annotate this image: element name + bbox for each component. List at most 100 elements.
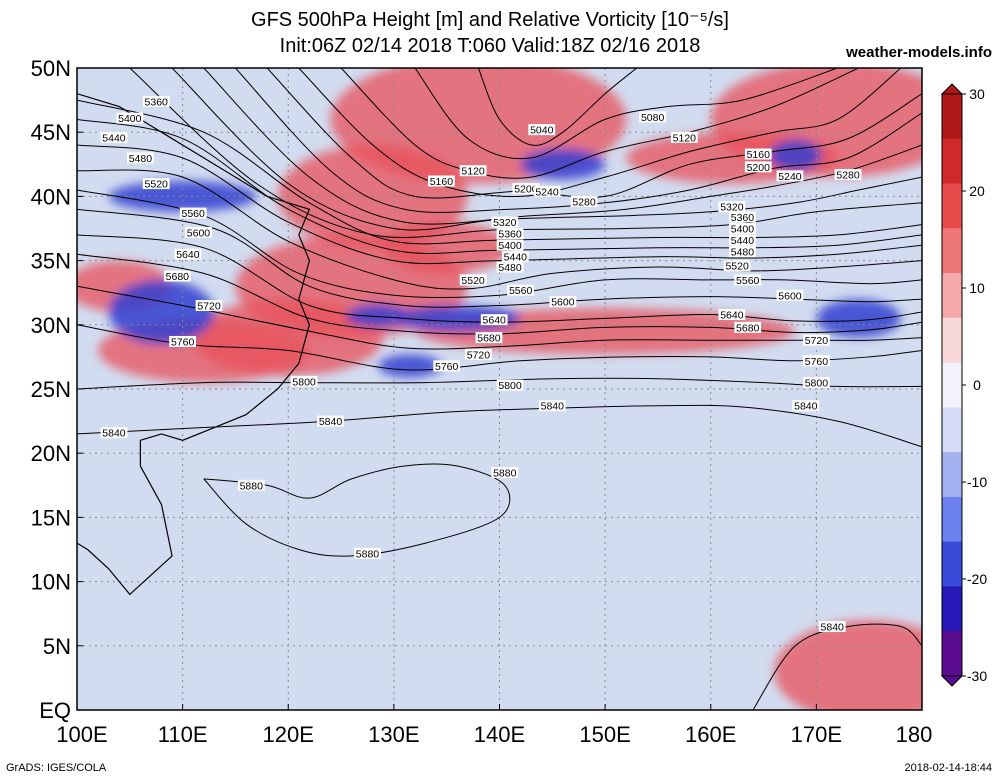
- colorbar-top-arrow: [940, 83, 964, 95]
- height-contour-5480: [77, 144, 922, 265]
- contour-label-bg: [475, 332, 503, 344]
- height-contour-5120: [340, 68, 859, 179]
- contour-label-bg: [496, 239, 524, 251]
- contour-label: 5600: [187, 227, 211, 239]
- contour-label: 5840: [794, 401, 818, 413]
- colorbar-segment: [942, 94, 962, 140]
- contour-label: 5720: [197, 301, 221, 313]
- contour-label: 5520: [461, 275, 485, 287]
- contour-label: 5840: [319, 416, 343, 428]
- contour-label: 5160: [747, 149, 771, 161]
- contour-labels: 5360540054405480552055605600564056805720…: [100, 95, 862, 634]
- colorbar-bottom-arrow: [940, 675, 964, 687]
- contour-label: 5680: [166, 271, 190, 283]
- footer-software: GrADS: IGES/COLA: [6, 762, 107, 774]
- lat-tick-label: 30N: [31, 313, 71, 338]
- colorbar-tick-label: -20: [967, 571, 987, 587]
- contour-label: 5240: [535, 186, 559, 198]
- colorbar-tick-label: 10: [969, 280, 985, 296]
- colorbar-segment: [942, 586, 962, 632]
- lon-tick-label: 180: [896, 722, 933, 747]
- contour-label-bg: [491, 216, 519, 228]
- contour-label: 5680: [477, 333, 501, 345]
- colorbar-segment: [942, 138, 962, 185]
- contour-label: 5560: [736, 275, 760, 287]
- contour-label-bg: [142, 178, 170, 190]
- contour-label-bg: [718, 309, 746, 321]
- height-contour-5880: [203, 463, 511, 557]
- contour-label-bg: [639, 111, 667, 123]
- contour-label: 5120: [673, 132, 697, 144]
- colorbar-tick-label: 30: [969, 86, 985, 102]
- site-credit[interactable]: weather-models.info: [846, 44, 992, 61]
- footer-timestamp: 2018-02-14-18:44: [904, 762, 992, 774]
- height-contour-5600: [77, 208, 922, 308]
- lat-lon-grid: [77, 68, 922, 710]
- lon-tick-label: 110E: [158, 722, 208, 747]
- contour-label-bg: [501, 251, 529, 263]
- contour-label: 5480: [731, 247, 755, 259]
- contour-label-bg: [480, 314, 508, 326]
- contour-label-bg: [744, 161, 772, 173]
- colorbar-tick-label: -30: [967, 668, 987, 684]
- contour-label: 5680: [736, 322, 760, 334]
- contour-label: 5120: [461, 166, 485, 178]
- contour-label: 5400: [498, 240, 522, 252]
- contour-label: 5720: [805, 335, 829, 347]
- contour-label: 5400: [118, 113, 142, 125]
- lat-tick-label: 20N: [31, 441, 71, 466]
- contour-label: 5280: [836, 170, 860, 182]
- contour-label-bg: [512, 183, 540, 195]
- contour-label: 5040: [530, 125, 554, 137]
- colorbar-segment: [942, 228, 962, 274]
- contour-label-bg: [802, 355, 830, 367]
- contour-label-bg: [729, 211, 756, 223]
- contour-label-bg: [776, 170, 804, 182]
- contour-label: 5640: [176, 249, 200, 261]
- contour-label: 5560: [509, 285, 533, 297]
- colorbar-segment: [942, 273, 962, 319]
- height-contour-5840: [752, 623, 922, 710]
- contour-label: 5080: [641, 112, 665, 124]
- contour-label: 5360: [731, 212, 755, 224]
- coastline: [77, 93, 311, 596]
- contour-label-bg: [802, 377, 830, 389]
- contour-label: 5560: [182, 208, 206, 220]
- contour-label: 5800: [498, 380, 522, 392]
- contour-label-bg: [433, 360, 461, 372]
- contour-label-bg: [496, 379, 524, 391]
- lon-tick-label: 120E: [263, 722, 314, 747]
- height-contour-5680: [77, 253, 922, 335]
- lat-tick-label: 10N: [31, 570, 71, 595]
- chart-title: GFS 500hPa Height [m] and Relative Vorti…: [251, 9, 729, 31]
- contour-label-bg: [729, 246, 756, 258]
- negative-vorticity-area: [378, 354, 442, 378]
- contour-label: 5600: [778, 290, 802, 302]
- colorbar-segment: [942, 631, 962, 677]
- chart-subtitle: Init:06Z 02/14 2018 T:060 Valid:18Z 02/1…: [279, 35, 701, 57]
- contour-label: 5840: [541, 401, 565, 413]
- lon-tick-label: 130E: [368, 722, 419, 747]
- contour-label-bg: [549, 296, 577, 308]
- height-contour-5360: [129, 68, 922, 239]
- contour-label-bg: [834, 169, 862, 181]
- contour-label: 5760: [805, 356, 829, 368]
- contour-label-bg: [116, 112, 144, 124]
- contour-label-bg: [533, 185, 561, 197]
- height-contour-5080: [414, 68, 838, 160]
- negative-vorticity-area: [768, 139, 822, 171]
- contour-label-bg: [496, 228, 524, 240]
- lon-tick-label: 150E: [579, 722, 630, 747]
- contour-label-bg: [100, 131, 128, 143]
- height-contour-5320: [171, 68, 922, 231]
- contour-label: 5320: [720, 202, 744, 214]
- contour-label: 5160: [430, 176, 454, 188]
- contour-label-bg: [464, 348, 492, 360]
- contour-label: 5880: [493, 467, 517, 479]
- height-contours: [77, 68, 922, 710]
- negative-vorticity-area: [108, 279, 215, 345]
- height-contour-5520: [77, 169, 922, 290]
- contour-label: 5880: [356, 548, 380, 560]
- contour-label: 5800: [805, 378, 829, 390]
- contour-label-bg: [126, 152, 154, 164]
